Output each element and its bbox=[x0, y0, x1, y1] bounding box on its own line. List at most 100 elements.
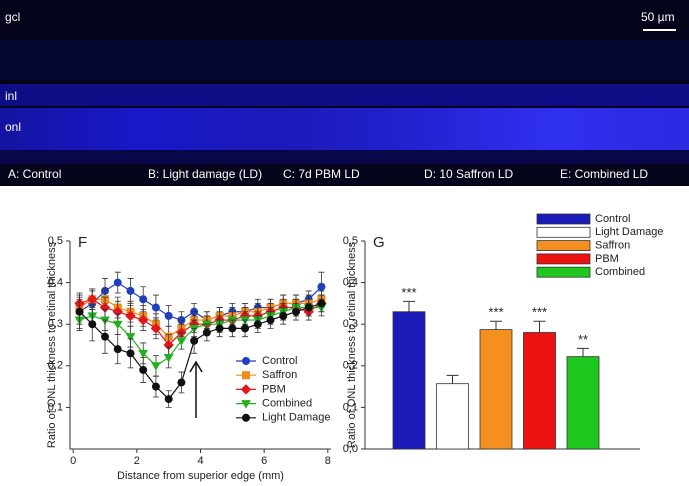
panel-label: G bbox=[373, 234, 385, 251]
legend-label: Combined bbox=[262, 398, 312, 410]
marker bbox=[241, 324, 250, 333]
marker bbox=[279, 311, 288, 320]
marker bbox=[150, 323, 162, 334]
marker bbox=[88, 320, 97, 329]
marker bbox=[177, 378, 186, 387]
marker bbox=[228, 324, 237, 333]
bar bbox=[523, 332, 556, 450]
marker bbox=[215, 324, 224, 333]
marker bbox=[125, 310, 136, 322]
y-tick-label: 0,4 bbox=[343, 277, 358, 289]
marker bbox=[101, 332, 110, 341]
y-tick-label: 0,3 bbox=[48, 318, 63, 330]
significance: *** bbox=[532, 305, 547, 320]
error-bar bbox=[446, 374, 459, 384]
legend-label: Light Damage bbox=[262, 412, 331, 424]
marker bbox=[164, 311, 173, 320]
x-tick-label: 4 bbox=[197, 455, 203, 467]
marker bbox=[151, 382, 160, 391]
legend-swatch bbox=[536, 266, 591, 278]
significance: ** bbox=[578, 332, 588, 347]
marker bbox=[151, 362, 161, 371]
panel-label: B: Light damage (LD) bbox=[148, 167, 262, 181]
panel-label: A: Control bbox=[8, 167, 61, 181]
y-axis-label: Ratio of ONL thickness to retinal thickn… bbox=[46, 241, 58, 448]
legend-label: Control bbox=[262, 355, 297, 367]
x-tick-label: 6 bbox=[261, 455, 267, 467]
panel-label: D: 10 Saffron LD bbox=[424, 167, 513, 181]
error-bar bbox=[577, 347, 589, 357]
marker bbox=[126, 349, 135, 358]
marker bbox=[137, 314, 149, 326]
legend-swatch bbox=[536, 240, 591, 252]
y-tick-label: 0,4 bbox=[48, 277, 63, 289]
marker bbox=[87, 294, 98, 305]
legend-swatch bbox=[536, 253, 591, 265]
marker bbox=[139, 365, 148, 374]
marker bbox=[202, 328, 211, 337]
marker bbox=[163, 353, 174, 363]
significance: *** bbox=[401, 285, 416, 300]
marker bbox=[164, 395, 173, 404]
legend-label: Control bbox=[595, 213, 630, 225]
legend-label: Combined bbox=[595, 266, 645, 278]
legend-label: Light Damage bbox=[595, 226, 664, 238]
bar bbox=[566, 356, 600, 450]
marker bbox=[176, 337, 187, 346]
marker bbox=[242, 413, 250, 422]
legend-label: PBM bbox=[262, 383, 286, 395]
marker bbox=[291, 307, 300, 316]
error-bar bbox=[533, 320, 546, 333]
marker bbox=[75, 307, 84, 316]
panel-label: F bbox=[78, 234, 87, 251]
marker bbox=[242, 371, 250, 380]
legend-swatch bbox=[536, 213, 591, 225]
micrograph: gcl inl onl 50 µm A: Control B: Light da… bbox=[0, 0, 689, 186]
marker bbox=[266, 316, 275, 325]
marker bbox=[242, 357, 250, 365]
marker bbox=[317, 299, 326, 308]
bar bbox=[392, 311, 426, 450]
marker bbox=[138, 349, 149, 359]
marker bbox=[317, 282, 326, 291]
layer-label: inl bbox=[5, 89, 17, 103]
legend-label: PBM bbox=[595, 253, 619, 265]
y-tick-label: 0,5 bbox=[343, 235, 358, 247]
legend-label: Saffron bbox=[595, 240, 630, 252]
marker bbox=[240, 384, 252, 395]
legend-swatch bbox=[536, 226, 591, 238]
y-tick-label: 0,2 bbox=[343, 360, 358, 372]
bar bbox=[479, 329, 513, 450]
scale-bar-label: 50 µm bbox=[641, 10, 675, 24]
axes bbox=[69, 241, 331, 450]
marker bbox=[112, 320, 123, 330]
x-tick-label: 8 bbox=[325, 455, 331, 467]
panel-label: E: Combined LD bbox=[560, 167, 648, 181]
x-axis-label: Distance from superior edge (mm) bbox=[117, 470, 284, 482]
y-tick-label: 0,1 bbox=[48, 401, 63, 413]
error-bar bbox=[490, 320, 502, 330]
x-tick-label: 0 bbox=[70, 455, 76, 467]
marker bbox=[139, 295, 148, 304]
marker bbox=[241, 400, 251, 409]
y-tick-label: 0,3 bbox=[343, 318, 358, 330]
arrow bbox=[189, 360, 203, 418]
significance: *** bbox=[488, 305, 503, 320]
y-axis-label: Ratio of ONL thickness to retinal thickn… bbox=[346, 241, 358, 448]
marker bbox=[126, 286, 135, 295]
marker bbox=[304, 303, 313, 312]
marker bbox=[190, 336, 199, 345]
bar bbox=[436, 383, 469, 450]
y-tick-label: 0,0 bbox=[343, 443, 358, 455]
marker bbox=[253, 320, 262, 329]
y-tick-label: 0,5 bbox=[48, 235, 63, 247]
layer-label: onl bbox=[5, 120, 21, 134]
marker bbox=[113, 278, 122, 287]
error-bar bbox=[403, 300, 415, 312]
marker bbox=[113, 345, 122, 354]
x-tick-label: 2 bbox=[134, 455, 140, 467]
legend-label: Saffron bbox=[262, 369, 297, 381]
marker bbox=[151, 303, 160, 312]
y-tick-label: 0,1 bbox=[343, 401, 358, 413]
